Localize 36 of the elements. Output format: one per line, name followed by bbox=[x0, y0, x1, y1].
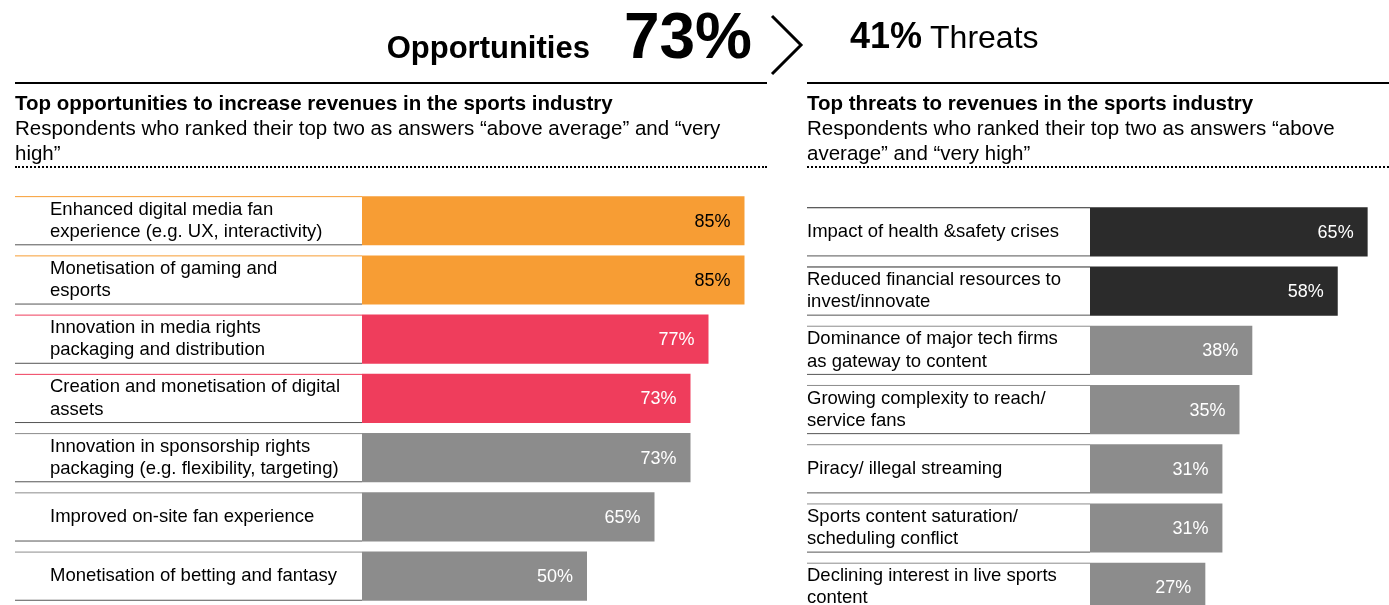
y-tick-label: Enhanced digital media fan experience (e.g. UX, interactivity) bbox=[50, 197, 323, 241]
data-label: 77% bbox=[658, 329, 695, 350]
data-label: 73% bbox=[640, 388, 677, 409]
data-label: 38% bbox=[1202, 340, 1239, 361]
data-label: 65% bbox=[1317, 221, 1354, 242]
chart-subtitle: Respondents who ranked their top two as answers “above average” and “very high” bbox=[15, 115, 722, 165]
data-label: 65% bbox=[604, 506, 641, 527]
data-label: 85% bbox=[694, 210, 731, 231]
data-label: 31% bbox=[1172, 458, 1209, 479]
text: Opportunities bbox=[386, 30, 590, 66]
data-label: 58% bbox=[1287, 281, 1324, 302]
text: Threats bbox=[930, 19, 1039, 56]
y-tick-label: Declining interest in live sports content bbox=[807, 564, 1057, 605]
data-label: 73% bbox=[640, 447, 677, 468]
y-tick-label: Reduced financial resources to invest/innovate bbox=[807, 268, 1062, 312]
text: 41% bbox=[850, 14, 923, 58]
y-tick-label: Dominance of major tech firms as gateway to content bbox=[807, 327, 1058, 371]
chart-subtitle: Respondents who ranked their top two as answers “above average” and “very high” bbox=[807, 115, 1336, 165]
data-label: 50% bbox=[536, 566, 573, 587]
text: 73% bbox=[623, 0, 752, 72]
y-tick-label: Impact of health &safety crises bbox=[807, 219, 1059, 241]
y-tick-label: Innovation in sponsorship rights packaging (e.g. flexibility, targeting) bbox=[50, 434, 339, 478]
chart-title: Top opportunities to increase revenues in the sports industry bbox=[15, 90, 614, 115]
y-tick-label: Innovation in media rights packaging and distribution bbox=[50, 316, 265, 360]
y-tick-label: Sports content saturation/ scheduling conflict bbox=[807, 505, 1019, 549]
data-label: 31% bbox=[1172, 518, 1209, 538]
y-tick-label: Monetisation of gaming and esports bbox=[50, 256, 278, 301]
data-label: 27% bbox=[1155, 577, 1192, 598]
data-label: 85% bbox=[694, 269, 731, 290]
y-tick-label: Monetisation of betting and fantasy bbox=[50, 564, 338, 586]
y-tick-label: Piracy/ illegal streaming bbox=[807, 456, 1003, 478]
chart-title: Top threats to revenues in the sports industry bbox=[807, 90, 1255, 115]
y-tick-label: Growing complexity to reach/ service fans bbox=[807, 386, 1047, 430]
y-tick-label: Improved on-site fan experience bbox=[50, 505, 315, 527]
y-tick-label: Creation and monetisation of digital assets bbox=[50, 375, 341, 419]
data-label: 35% bbox=[1189, 399, 1226, 420]
